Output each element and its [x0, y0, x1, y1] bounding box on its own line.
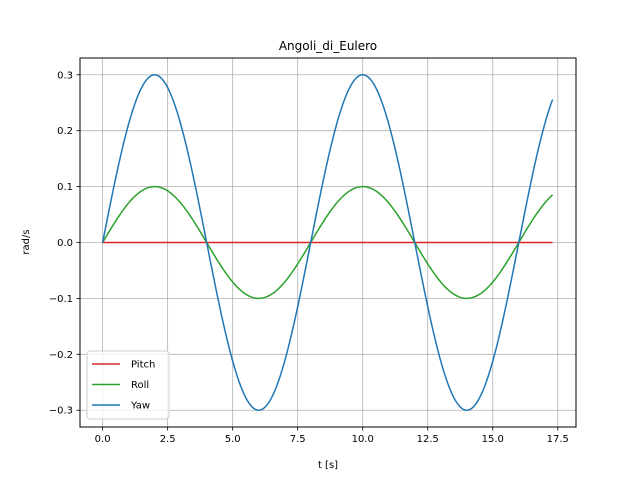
legend-label-pitch: Pitch [131, 360, 155, 371]
y-axis-label: rad/s [21, 229, 32, 254]
x-axis-ticks: 0.0 2.5 5.0 7.5 10.0 12.5 15.0 17.5 [95, 427, 569, 445]
legend-label-yaw: Yaw [130, 401, 150, 412]
x-tick-label: 7.5 [290, 434, 306, 445]
series-line-yaw [101, 74, 554, 411]
legend-box [86, 350, 170, 420]
x-tick-label: 10.0 [352, 434, 374, 445]
legend: Pitch Roll Yaw [86, 350, 170, 420]
y-tick-label: 0.0 [57, 238, 73, 249]
y-tick-label: −0.1 [49, 294, 73, 305]
series-lines [101, 74, 554, 411]
x-tick-label: 2.5 [160, 434, 176, 445]
x-tick-label: 5.0 [225, 434, 241, 445]
x-tick-label: 0.0 [95, 434, 111, 445]
y-tick-label: 0.1 [57, 182, 73, 193]
y-tick-label: −0.2 [49, 350, 73, 361]
legend-label-roll: Roll [131, 380, 149, 391]
x-tick-label: 15.0 [482, 434, 504, 445]
x-tick-label: 17.5 [547, 434, 569, 445]
y-tick-label: −0.3 [49, 406, 73, 417]
x-tick-label: 12.5 [417, 434, 439, 445]
y-axis-ticks: −0.3 −0.2 −0.1 0.0 0.1 0.2 0.3 [49, 70, 80, 417]
y-tick-label: 0.3 [57, 70, 73, 81]
series-line-roll [101, 185, 554, 300]
chart-title: Angoli_di_Eulero [279, 39, 377, 53]
x-axis-label: t [s] [318, 460, 338, 471]
y-tick-label: 0.2 [57, 126, 73, 137]
